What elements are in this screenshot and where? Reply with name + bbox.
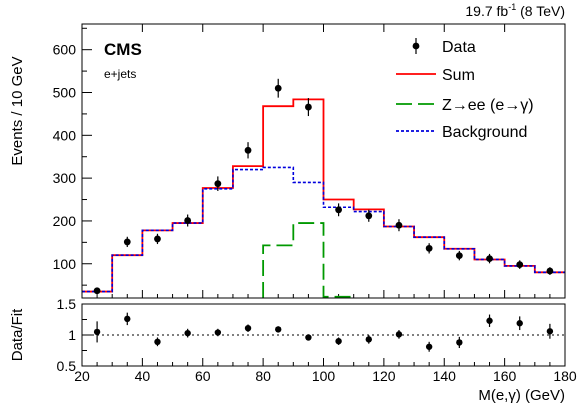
- data-point: [214, 180, 222, 188]
- x-tick-label: 20: [74, 368, 90, 384]
- data-point: [455, 252, 463, 260]
- main-plot-frame: [81, 23, 566, 299]
- main-y-tick-label: 500: [53, 85, 77, 101]
- ratio-y-tick-label: 1: [68, 327, 76, 343]
- experiment-label: CMS: [104, 40, 142, 59]
- x-axis-label: M(e,γ) (GeV): [478, 387, 565, 404]
- legend-label: Z→ee (e→γ): [442, 97, 534, 114]
- ratio-plot-frame: [81, 303, 566, 367]
- data-point: [244, 146, 252, 154]
- ratio-point: [154, 338, 161, 346]
- data-point: [546, 267, 554, 275]
- x-tick-label: 160: [493, 368, 517, 384]
- luminosity-label: 19.7 fb-1 (8 TeV): [465, 2, 565, 19]
- series-step-zee: [262, 222, 355, 298]
- data-point: [93, 287, 101, 295]
- ratio-plot-panel: 0.511.520 40 60 80 100 120 140 160 180 Data/Fit …: [9, 296, 577, 404]
- data-point: [516, 261, 524, 269]
- x-tick-label: 100: [312, 368, 336, 384]
- legend: Data Sum Z→ee (e→γ) Background: [396, 38, 534, 141]
- series-step-background: [82, 166, 565, 293]
- ratio-point: [214, 329, 222, 336]
- data-point: [274, 84, 282, 92]
- x-tick-label: 80: [255, 368, 271, 384]
- data-point: [395, 221, 403, 229]
- ratio-point: [516, 320, 523, 327]
- x-tick-label: 60: [195, 368, 211, 384]
- ratio-point: [93, 328, 101, 336]
- ratio-point: [335, 338, 342, 345]
- channel-label: e+jets: [104, 67, 136, 81]
- data-point: [425, 244, 433, 252]
- data-point: [335, 206, 342, 214]
- data-point: [305, 103, 312, 111]
- ratio-point: [275, 326, 282, 333]
- data-point: [154, 235, 161, 243]
- main-y-tick-label: 300: [53, 170, 77, 186]
- legend-label: Background: [442, 124, 527, 141]
- data-point: [365, 212, 373, 220]
- ratio-point: [124, 315, 131, 323]
- main-y-tick-label: 600: [53, 42, 77, 58]
- legend-label: Sum: [442, 67, 475, 84]
- main-plot-panel: 100 200 300 400 500 600 CMS e+jets Events / 1…: [9, 23, 566, 299]
- main-y-tick-label: 200: [53, 213, 77, 229]
- ratio-point: [425, 343, 433, 350]
- data-point: [486, 255, 493, 263]
- x-tick-label: 140: [433, 368, 457, 384]
- ratio-point: [486, 317, 493, 324]
- data-point: [123, 238, 131, 246]
- legend-label: Data: [442, 39, 476, 56]
- main-y-tick-label: 100: [53, 256, 77, 272]
- ratio-point: [395, 331, 403, 338]
- ratio-y-axis-label: Data/Fit: [9, 308, 26, 361]
- ratio-point: [305, 334, 312, 341]
- ratio-point: [546, 328, 554, 335]
- ratio-point: [365, 336, 372, 343]
- main-y-axis-label: Events / 10 GeV: [9, 56, 26, 165]
- x-tick-label: 40: [135, 368, 151, 384]
- main-y-tick-label: 400: [53, 127, 77, 143]
- x-tick-label: 180: [553, 368, 577, 384]
- legend-data-marker: [412, 42, 420, 50]
- x-tick-label: 120: [372, 368, 396, 384]
- ratio-y-tick-label: 0.5: [57, 358, 77, 374]
- ratio-point: [244, 324, 252, 332]
- data-point: [184, 217, 192, 224]
- ratio-y-tick-label: 1.5: [57, 296, 77, 312]
- ratio-point: [456, 339, 463, 346]
- ratio-point: [184, 329, 191, 337]
